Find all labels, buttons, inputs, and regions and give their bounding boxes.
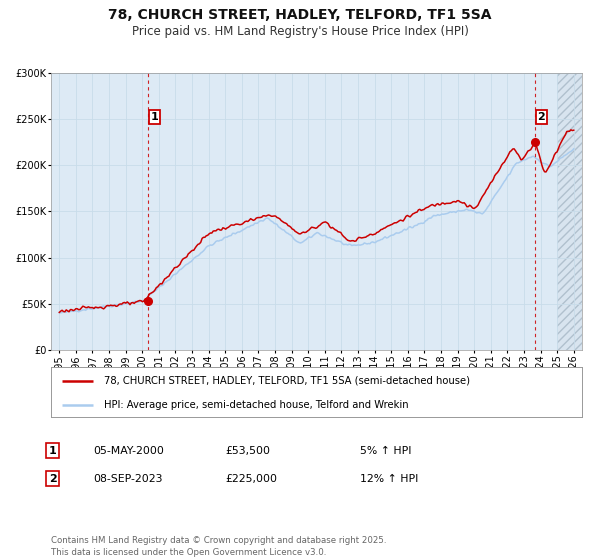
Text: HPI: Average price, semi-detached house, Telford and Wrekin: HPI: Average price, semi-detached house,… [104, 400, 409, 409]
Text: 1: 1 [49, 446, 56, 456]
Text: 78, CHURCH STREET, HADLEY, TELFORD, TF1 5SA (semi-detached house): 78, CHURCH STREET, HADLEY, TELFORD, TF1 … [104, 376, 470, 386]
Text: 12% ↑ HPI: 12% ↑ HPI [360, 474, 418, 484]
Text: Price paid vs. HM Land Registry's House Price Index (HPI): Price paid vs. HM Land Registry's House … [131, 25, 469, 38]
Text: £225,000: £225,000 [225, 474, 277, 484]
Text: 78, CHURCH STREET, HADLEY, TELFORD, TF1 5SA: 78, CHURCH STREET, HADLEY, TELFORD, TF1 … [108, 8, 492, 22]
Text: 05-MAY-2000: 05-MAY-2000 [93, 446, 164, 456]
Text: 2: 2 [49, 474, 56, 484]
Text: 5% ↑ HPI: 5% ↑ HPI [360, 446, 412, 456]
Text: £53,500: £53,500 [225, 446, 270, 456]
Bar [557, 73, 582, 350]
Text: 1: 1 [151, 112, 158, 122]
Text: 08-SEP-2023: 08-SEP-2023 [93, 474, 163, 484]
Text: 2: 2 [538, 112, 545, 122]
Text: Contains HM Land Registry data © Crown copyright and database right 2025.
This d: Contains HM Land Registry data © Crown c… [51, 536, 386, 557]
